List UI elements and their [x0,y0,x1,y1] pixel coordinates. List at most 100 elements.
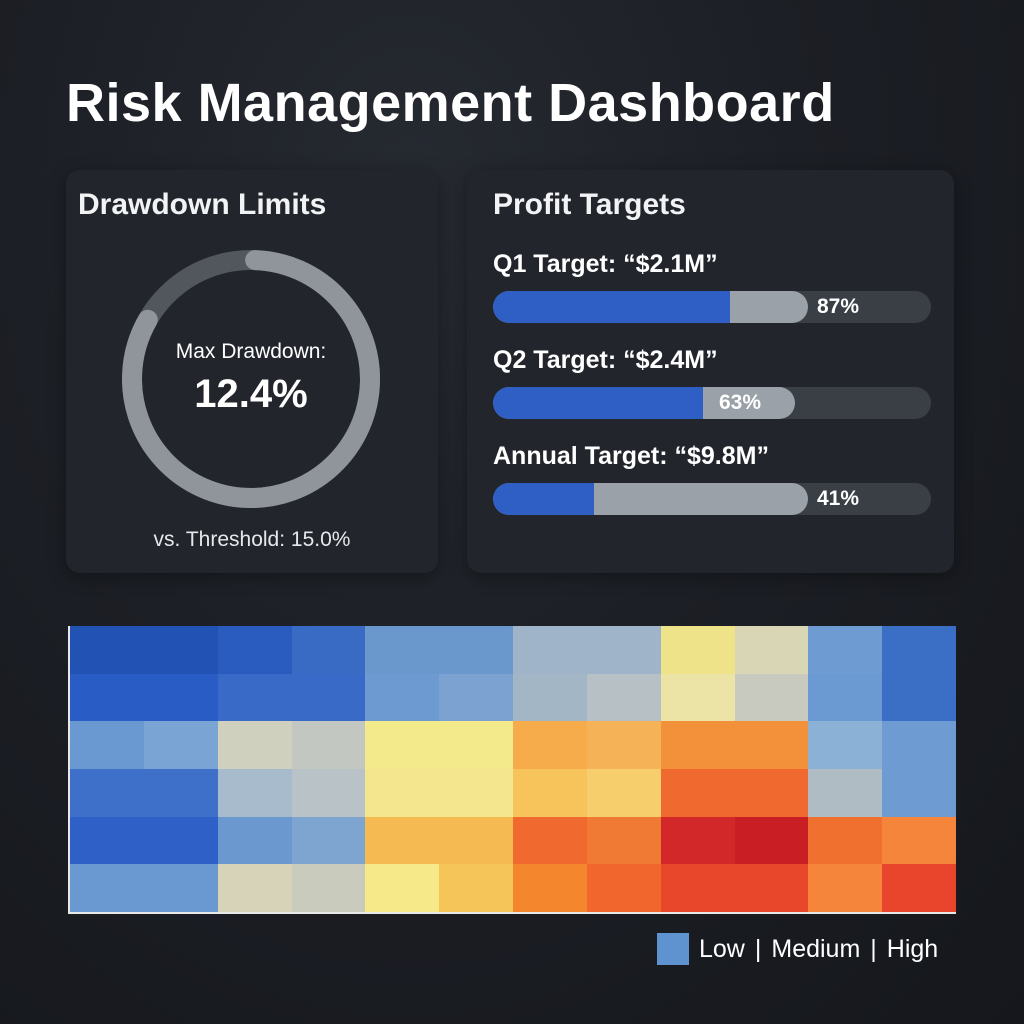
heatmap-cell [660,673,735,722]
heatmap-cell [143,769,218,817]
progress-bar: 41% [493,483,931,515]
heatmap-cell [439,626,513,674]
heatmap-legend: Low | Medium | High [657,932,938,966]
heatmap-cell [513,769,587,817]
progress-percent: 87% [817,295,860,318]
profit-targets-title: Profit Targets [493,188,686,221]
progress-bar: 87% [493,291,931,323]
target-label: Annual Target: “$9.8M” [493,442,769,470]
heatmap-cell [291,769,366,817]
heatmap-cell [365,816,440,865]
heatmap-cell [291,816,366,865]
heatmap-cell [734,721,809,769]
heatmap-cell [365,864,440,912]
max-drawdown-value: 12.4% [194,372,308,416]
heatmap-cell [70,769,144,817]
heatmap-cell [734,626,809,674]
heatmap-cell [513,864,587,912]
max-drawdown-label: Max Drawdown: [175,340,327,363]
heatmap-cell [365,626,440,674]
legend-swatch [657,933,689,965]
heatmap-cell [70,673,144,722]
heatmap-cell [882,626,956,674]
heatmap-cell [513,673,587,722]
threshold-text: vs. Threshold: 15.0% [153,528,351,551]
heatmap-cell [217,816,292,865]
heatmap-cell [882,864,956,912]
heatmap-cell [808,673,883,722]
legend-label-high: High [886,934,939,963]
heatmap-cell [882,673,956,722]
target-annual: Annual Target: “$9.8M” 41% [493,442,931,515]
heatmap-cell [808,626,883,674]
heatmap-cell [586,769,661,817]
legend-label-low: Low [699,934,745,963]
heatmap-cell [143,816,218,865]
heatmap-cell [734,864,809,912]
progress-bar: 63% [493,387,931,419]
heatmap-cell [217,626,292,674]
heatmap-cell [70,864,144,912]
progress-percent: 41% [817,487,860,510]
heatmap-cell [586,626,661,674]
heatmap-cell [291,864,366,912]
heatmap-cell [660,626,735,674]
heatmap-cell [660,816,735,865]
heatmap-cell [365,721,440,769]
heatmap-cell [143,864,218,912]
heatmap-cell [734,816,809,865]
heatmap-cell [660,769,735,817]
heatmap-cell [291,626,366,674]
heatmap-cell [439,721,513,769]
heatmap-cell [660,721,735,769]
legend-separator: | [870,934,877,963]
heatmap-cell [808,721,883,769]
target-label: Q2 Target: “$2.4M” [493,346,718,374]
heatmap-cell [586,673,661,722]
heatmap-cell [217,864,292,912]
heatmap-cell [808,816,883,865]
drawdown-card-title: Drawdown Limits [78,188,327,221]
page-title: Risk Management Dashboard [66,73,835,133]
heatmap-cell [808,769,883,817]
legend-label-medium: Medium [771,934,861,963]
heatmap-cell [217,673,292,722]
heatmap-cell [439,769,513,817]
heatmap-cell [143,721,218,769]
risk-heatmap [68,626,956,914]
progress-bar-fill [493,291,730,323]
progress-bar-fill [493,483,594,515]
progress-bar-fill [493,387,704,419]
heatmap-cell [882,721,956,769]
progress-percent: 63% [719,391,762,414]
heatmap-cell [365,769,440,817]
heatmap-cell [513,816,587,865]
heatmap-cell [143,626,218,674]
heatmap-cell [734,769,809,817]
heatmap-cell [586,864,661,912]
legend-separator: | [754,934,762,963]
drawdown-donut: Max Drawdown: 12.4% [120,248,382,510]
target-label: Q1 Target: “$2.1M” [493,250,718,278]
heatmap-cell [143,673,218,722]
target-q1: Q1 Target: “$2.1M” 87% [493,250,931,323]
heatmap-cell [217,769,292,817]
heatmap-cell [882,816,956,865]
profit-targets-card: Profit Targets Q1 Target: “$2.1M” 87% Q2… [467,170,954,573]
heatmap-cell [734,673,809,722]
heatmap-cell [808,864,883,912]
heatmap-cell [586,816,661,865]
drawdown-card: Drawdown Limits Max Drawdown: 12.4% vs. … [66,170,438,573]
heatmap-cell [70,626,144,674]
heatmap-cell [660,864,735,912]
heatmap-cell [291,721,366,769]
heatmap-cell [217,721,292,769]
heatmap-cell [439,673,513,722]
donut-ring [121,249,380,508]
heatmap-cell [439,816,513,865]
heatmap-cell [70,721,144,769]
heatmap-cell [439,864,513,912]
heatmap-cell [70,816,144,865]
heatmap-cell [365,673,440,722]
heatmap-cell [513,721,587,769]
